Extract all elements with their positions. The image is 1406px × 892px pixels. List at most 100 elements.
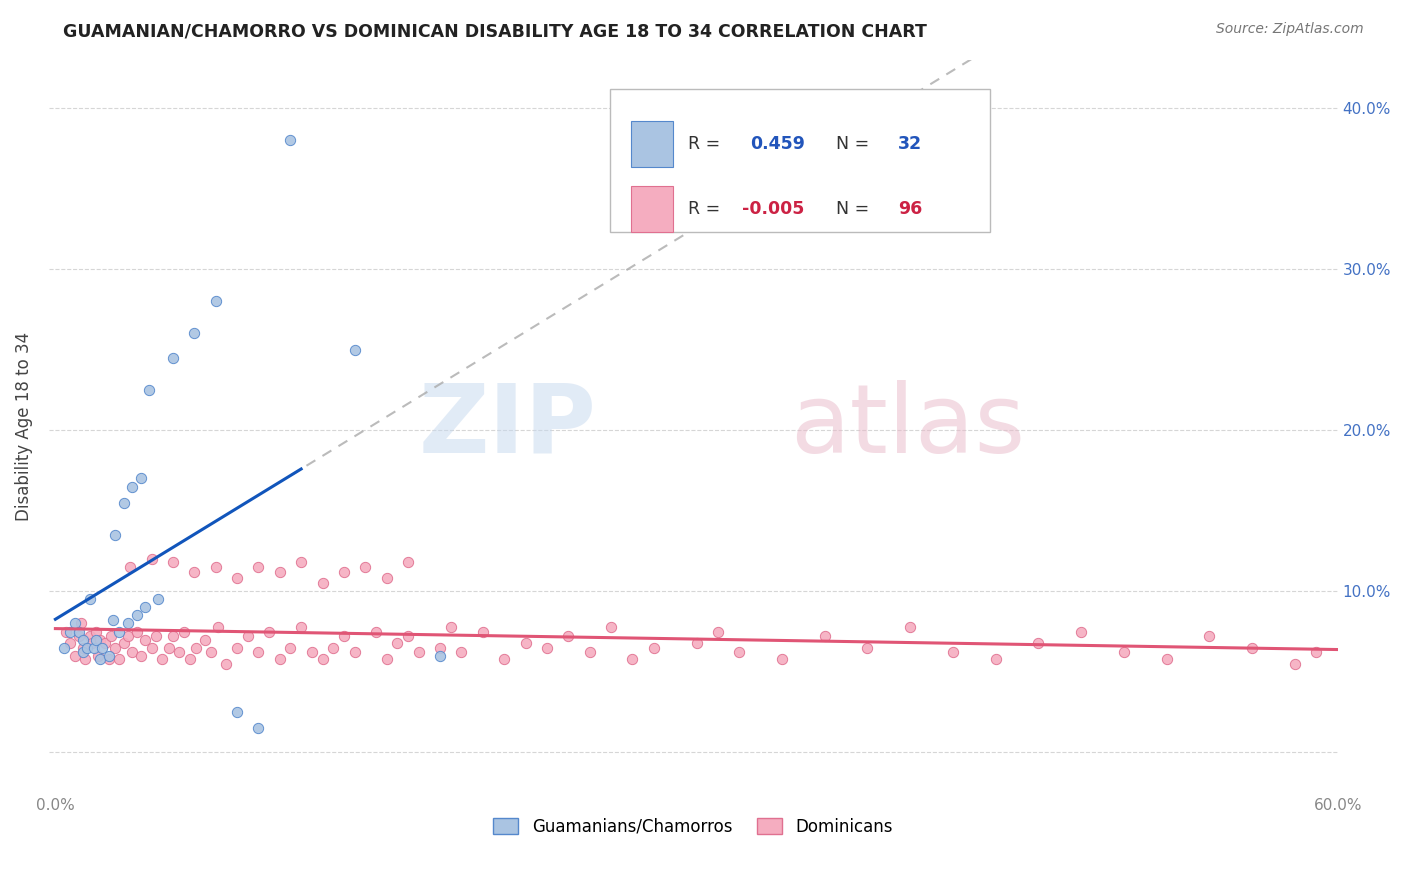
Point <box>814 629 837 643</box>
Point <box>1028 636 1050 650</box>
Point <box>186 640 208 655</box>
Point <box>104 640 127 655</box>
Point <box>578 645 600 659</box>
Point <box>236 629 259 643</box>
Point <box>429 640 451 655</box>
Point <box>87 648 110 663</box>
Point <box>80 636 103 650</box>
Point <box>108 624 131 639</box>
Point <box>112 636 135 650</box>
Point <box>375 571 398 585</box>
Point <box>194 632 217 647</box>
Point <box>67 624 90 639</box>
Point <box>1241 640 1264 655</box>
Point <box>207 620 229 634</box>
Point <box>157 640 180 655</box>
Point <box>63 648 86 663</box>
Point <box>450 645 472 659</box>
Point <box>83 640 105 655</box>
Point <box>226 640 249 655</box>
Point <box>134 600 156 615</box>
Point <box>269 652 291 666</box>
Point <box>396 629 419 643</box>
Point <box>141 552 163 566</box>
Point <box>93 636 115 650</box>
Point <box>387 636 409 650</box>
Point <box>125 608 148 623</box>
Point <box>643 640 665 655</box>
Point <box>856 640 879 655</box>
Point <box>162 351 184 365</box>
Point <box>162 555 184 569</box>
Point <box>97 652 120 666</box>
Point <box>112 496 135 510</box>
Point <box>770 652 793 666</box>
Point <box>898 620 921 634</box>
Point <box>117 616 139 631</box>
Point <box>942 645 965 659</box>
Point <box>557 629 579 643</box>
Text: GUAMANIAN/CHAMORRO VS DOMINICAN DISABILITY AGE 18 TO 34 CORRELATION CHART: GUAMANIAN/CHAMORRO VS DOMINICAN DISABILI… <box>63 22 927 40</box>
Point <box>67 629 90 643</box>
Point <box>290 620 312 634</box>
Point <box>343 645 366 659</box>
Point <box>1284 657 1306 671</box>
Text: N =: N = <box>837 200 875 219</box>
Point <box>91 640 114 655</box>
Point <box>104 528 127 542</box>
Text: 0.459: 0.459 <box>749 135 804 153</box>
Point <box>728 645 751 659</box>
Text: atlas: atlas <box>790 380 1025 473</box>
Point <box>84 624 107 639</box>
Point <box>97 648 120 663</box>
Point <box>408 645 430 659</box>
Point <box>89 632 111 647</box>
Point <box>72 645 94 659</box>
Point <box>79 592 101 607</box>
Point <box>301 645 323 659</box>
Text: R =: R = <box>688 135 725 153</box>
Point <box>354 560 377 574</box>
Point <box>375 652 398 666</box>
Bar <box>631 121 672 167</box>
Point <box>120 560 142 574</box>
Legend: Guamanians/Chamorros, Dominicans: Guamanians/Chamorros, Dominicans <box>494 818 893 836</box>
Text: ZIP: ZIP <box>419 380 596 473</box>
Point <box>707 624 730 639</box>
Point <box>364 624 387 639</box>
Point <box>55 624 77 639</box>
Point <box>311 576 333 591</box>
Point <box>200 645 222 659</box>
Text: N =: N = <box>837 135 875 153</box>
Point <box>290 555 312 569</box>
Point <box>52 640 75 655</box>
Point <box>204 294 226 309</box>
Point <box>100 629 122 643</box>
Point <box>70 616 93 631</box>
Point <box>108 652 131 666</box>
Point <box>984 652 1007 666</box>
Point <box>621 652 644 666</box>
Point <box>215 657 238 671</box>
Point <box>204 560 226 574</box>
Point <box>179 652 201 666</box>
Point <box>134 632 156 647</box>
Point <box>173 624 195 639</box>
Point <box>536 640 558 655</box>
Point <box>162 629 184 643</box>
Point <box>101 613 124 627</box>
Point <box>125 624 148 639</box>
Point <box>333 629 356 643</box>
Point <box>146 592 169 607</box>
FancyBboxPatch shape <box>610 89 990 232</box>
Point <box>129 471 152 485</box>
Point <box>117 629 139 643</box>
Point <box>1156 652 1178 666</box>
Point <box>129 648 152 663</box>
Text: -0.005: -0.005 <box>742 200 804 219</box>
Point <box>76 640 98 655</box>
Point <box>121 645 143 659</box>
Point <box>269 565 291 579</box>
Point <box>169 645 191 659</box>
Point <box>247 560 270 574</box>
